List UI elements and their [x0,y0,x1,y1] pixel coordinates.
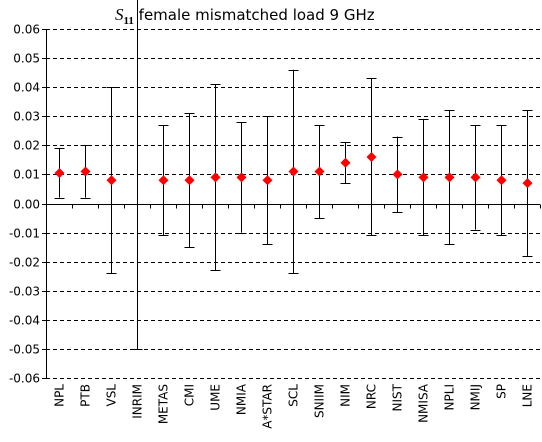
data-marker [158,175,169,186]
data-marker [470,172,481,183]
x-tick-label: CMI [183,384,197,406]
chart-title: S11 female mismatched load 9 GHz [115,5,375,27]
data-marker [522,178,533,189]
data-marker [210,172,221,183]
x-tick-label: UME [209,384,223,411]
x-tick-label: NIST [391,383,405,411]
y-tick-label: 0.05 [13,52,40,66]
data-marker [340,157,351,168]
data-marker [54,167,65,178]
x-tick-labels: NPL PTB VSL INRIM METAS CMI UME NMIA A*STAR SCL SN… [53,383,535,429]
title-text: female mismatched load 9 GHz [134,6,375,24]
x-tick-label: NMISA [417,383,431,423]
y-tick-label: -0.01 [9,227,40,241]
data-marker [184,175,195,186]
x-tick-label: NPLI [443,384,457,410]
y-tick-label: 0.03 [13,110,40,124]
x-tick-label: LNE [521,384,535,407]
y-tick-label: -0.05 [9,343,40,357]
y-tick-label: 0.02 [13,139,40,153]
x-tick-label: NMIA [235,383,249,415]
y-tick-label: 0.00 [13,198,40,212]
x-tick-label: A*STAR [261,384,275,429]
x-tick-label: VSL [105,384,119,407]
x-tick-label: INRIM [131,384,145,419]
y-tick-label: 0.04 [13,81,40,95]
y-tick-label: 0.01 [13,168,40,182]
data-marker [392,169,403,180]
y-tick-label: 0.06 [13,23,40,37]
y-tick-label: -0.03 [9,285,40,299]
x-tick-label: NPL [53,384,67,407]
data-marker [106,175,117,186]
y-tick-label: -0.02 [9,256,40,270]
data-markers [54,151,533,189]
x-tick-label: PTB [79,384,93,407]
data-marker [314,166,325,177]
data-marker [418,172,429,183]
data-marker [288,166,299,177]
data-marker [262,175,273,186]
data-marker [444,172,455,183]
data-marker [496,175,507,186]
y-tick-label: -0.04 [9,314,40,328]
y-tick-labels: 0.06 0.05 0.04 0.03 0.02 0.01 0.00 -0.01 -0.02 -0… [9,23,40,386]
x-tick-label: NRC [365,384,379,409]
title-subscript: 11 [124,15,134,27]
x-tick-label: NMIJ [469,384,483,410]
data-marker [236,172,247,183]
data-marker [80,166,91,177]
data-marker [366,151,377,162]
x-tick-label: METAS [157,384,171,424]
x-tick-label: SCL [287,384,301,407]
x-tick-label: NIM [339,384,353,407]
title-symbol: S [115,5,124,24]
y-tick-label: -0.06 [9,372,40,386]
axes [42,29,541,379]
x-tick-label: SP [495,384,509,399]
x-tick-label: SNIIM [313,384,327,418]
